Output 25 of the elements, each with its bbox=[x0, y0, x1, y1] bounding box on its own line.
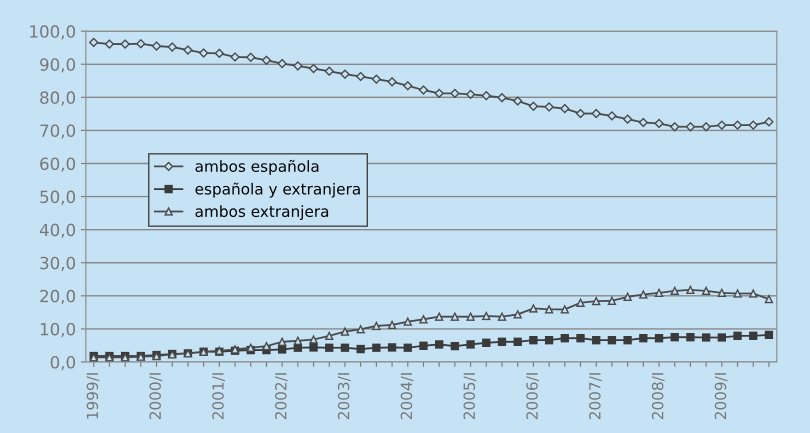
y-tick-label: 70,0 bbox=[40, 124, 76, 139]
x-tick-label: 1999/I bbox=[86, 373, 100, 419]
y-tick-label: 20,0 bbox=[40, 290, 76, 304]
x-tick-label: 2002/I bbox=[275, 373, 288, 420]
x-tick-label: 2000/I bbox=[149, 373, 162, 420]
y-tick-label: 0,0 bbox=[50, 356, 76, 370]
x-tick-label: 2005/I bbox=[463, 373, 476, 420]
y-tick-label: 60,0 bbox=[40, 157, 76, 172]
legend-label: ambos extranjera bbox=[196, 205, 328, 220]
y-tick-label: 80,0 bbox=[40, 91, 76, 106]
legend-label: ambos española bbox=[196, 160, 318, 175]
x-tick-label: 2006/I bbox=[526, 373, 540, 420]
y-tick-label: 40,0 bbox=[40, 224, 76, 238]
x-tick-label: 2008/I bbox=[652, 373, 665, 420]
x-tick-label: 2004/I bbox=[400, 373, 414, 420]
x-tick-label: 2009/I bbox=[714, 373, 728, 420]
x-tick-label: 2003/I bbox=[338, 373, 351, 420]
y-tick-label: 10,0 bbox=[40, 322, 76, 338]
y-tick-label: 30,0 bbox=[40, 256, 76, 272]
y-tick-label: 90,0 bbox=[40, 58, 76, 73]
x-tick-label: 2007/I bbox=[589, 373, 602, 420]
legend-label: española y extranjera bbox=[195, 182, 360, 198]
y-tick-label: 50,0 bbox=[40, 190, 76, 205]
x-tick-label: 2001/I bbox=[212, 373, 225, 420]
y-tick-label: 100,0 bbox=[30, 25, 76, 40]
